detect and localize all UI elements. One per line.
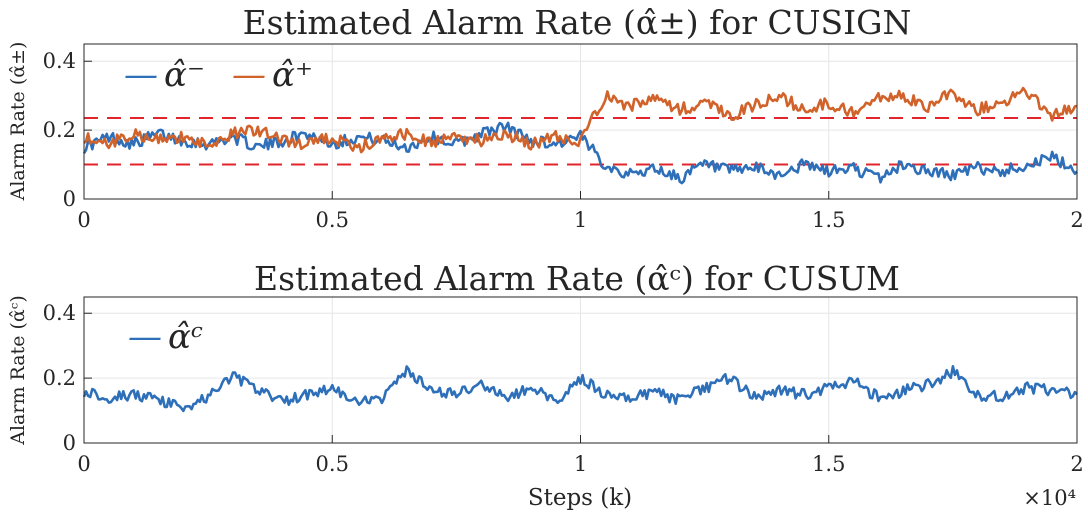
panel1-y-label: Alarm Rate (α̂±) (7, 42, 29, 202)
x-tick-label: 2 (1070, 208, 1083, 232)
y-tick-label: 0.4 (43, 301, 76, 325)
x-tick-label: 0.5 (316, 452, 349, 476)
x-tick-label: 0.5 (316, 208, 349, 232)
legend-label-alpha-c: α̂ᶜ (168, 317, 203, 357)
y-tick-label: 0.2 (43, 366, 76, 390)
x-tick-label: 1.5 (812, 452, 845, 476)
series-line (82, 364, 1078, 413)
x-tick-label: 0 (77, 208, 90, 232)
panel2-title: Estimated Alarm Rate (α̂ᶜ) for CUSUM (254, 259, 900, 298)
legend-label-alpha-plus: α̂⁺ (272, 55, 313, 95)
y-tick-label: 0.4 (43, 49, 76, 73)
series-line (82, 121, 1078, 185)
x-tick-label: 2 (1070, 452, 1083, 476)
x-tick-label: 0 (77, 452, 90, 476)
panel2-y-ticks: 0 0.2 0.4 (43, 301, 92, 455)
legend-swatch-alpha-c: — (128, 317, 162, 357)
legend-swatch-alpha-minus: — (124, 55, 158, 95)
panel2-x-ticks: 0 0.5 1 1.5 2 (77, 435, 1084, 476)
y-tick-label: 0 (63, 431, 76, 455)
legend-entry-alpha-minus: — α̂⁻ (124, 55, 205, 95)
legend-swatch-alpha-plus: — (232, 55, 266, 95)
legend-label-alpha-minus: α̂⁻ (164, 55, 205, 95)
panel1-title: Estimated Alarm Rate (α̂±) for CUSIGN (243, 3, 912, 42)
panel1-x-ticks: 0 0.5 1 1.5 2 (77, 191, 1084, 232)
panel2-y-label: Alarm Rate (α̂ᶜ) (7, 295, 29, 446)
series-line (83, 86, 1078, 154)
legend-entry-alpha-c: — α̂ᶜ (128, 317, 203, 357)
x-tick-label: 1 (574, 208, 587, 232)
x-tick-label: 1.5 (812, 208, 845, 232)
panel2-series (82, 364, 1078, 413)
panel1-series (82, 86, 1078, 185)
legend-entry-alpha-plus: — α̂⁺ (232, 55, 313, 95)
x-axis-label: Steps (k) (528, 485, 632, 511)
panel1-legend: — α̂⁻ — α̂⁺ (124, 55, 313, 95)
panel1-thresholds (84, 117, 1077, 166)
panel-cusign: Estimated Alarm Rate (α̂±) for CUSIGN 00… (7, 3, 1084, 232)
x-tick-label: 1 (574, 452, 587, 476)
panel2-legend: — α̂ᶜ (128, 317, 203, 357)
panel1-y-ticks: 0 0.2 0.4 (43, 49, 92, 211)
x-axis-exponent: ×10⁴ (1023, 486, 1076, 510)
y-tick-label: 0.2 (43, 118, 76, 142)
panel2-grid (83, 297, 1078, 444)
y-tick-label: 0 (63, 187, 76, 211)
panel-cusum: Estimated Alarm Rate (α̂ᶜ) for CUSUM 0 0.… (7, 259, 1084, 511)
